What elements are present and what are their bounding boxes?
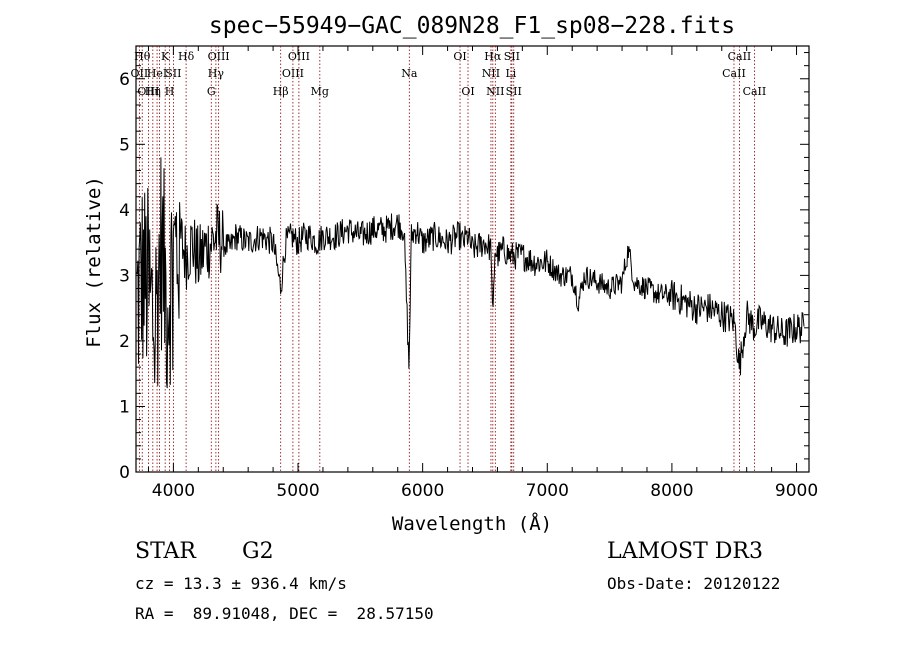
emission-line-label: SII [504, 50, 520, 63]
emission-line-label: CaII [743, 85, 767, 98]
emission-line-label: Hβ [273, 85, 289, 98]
emission-line-label: Hα [484, 50, 502, 63]
emission-line-markers [138, 46, 755, 472]
emission-line-label: Mg [311, 85, 329, 98]
redshift-velocity: cz = 13.3 ± 936.4 km/s [135, 574, 347, 593]
emission-line-label: Hγ [208, 67, 225, 80]
emission-line-label: OI [461, 85, 474, 98]
emission-line-label: Hθ [134, 50, 151, 63]
emission-line-label: HeI [147, 67, 167, 80]
y-tick-label: 5 [119, 135, 130, 155]
emission-line-label: G [207, 85, 216, 98]
emission-line-label: OIII [208, 50, 230, 63]
x-tick-label: 5000 [276, 481, 319, 501]
y-tick-label: 6 [119, 70, 130, 90]
object-subclass: G2 [242, 539, 274, 564]
y-tick-label: 0 [119, 463, 130, 483]
y-tick-label: 3 [119, 266, 130, 286]
emission-line-label: CaII [728, 50, 752, 63]
coordinates: RA = 89.91048, DEC = 28.57150 [135, 604, 434, 623]
x-tick-label: 6000 [401, 481, 444, 501]
y-axis-label: Flux (relative) [83, 176, 105, 348]
survey-name: LAMOST DR3 [607, 539, 763, 564]
emission-line-label: OIII [288, 50, 310, 63]
emission-line-label: SII [165, 67, 181, 80]
emission-line-label: SII [506, 85, 522, 98]
x-axis: 4000 5000 6000 7000 8000 9000 [147, 46, 818, 501]
emission-line-label: H [165, 85, 175, 98]
emission-line-label: CaII [722, 67, 746, 80]
emission-line-label: OII [131, 67, 149, 80]
x-axis-label: Wavelength (Å) [392, 512, 552, 535]
emission-line-label: NII [486, 85, 504, 98]
x-tick-label: 7000 [526, 481, 569, 501]
emission-line-label: Li [505, 67, 516, 80]
emission-line-label: Hδ [178, 50, 195, 63]
emission-line-label: Hη [145, 85, 161, 98]
emission-line-labels: OIIHθOIIIHηHeIKHSIIHδGHγOIIIHβOIIIOIIIMg… [131, 50, 767, 98]
emission-line-label: NII [482, 67, 500, 80]
emission-line-label: Na [401, 67, 418, 80]
x-tick-label: 9000 [775, 481, 818, 501]
emission-line-label: OIII [282, 67, 304, 80]
spectrum-line [136, 157, 805, 389]
observation-date: Obs-Date: 20120122 [607, 574, 781, 593]
emission-line-label: K [161, 50, 170, 63]
y-tick-label: 2 [119, 332, 130, 352]
y-tick-label: 4 [119, 201, 130, 221]
object-class: STAR [135, 539, 196, 564]
x-tick-label: 4000 [152, 481, 195, 501]
plot-frame [135, 45, 810, 473]
emission-line-label: OI [453, 50, 466, 63]
spectrum-series [136, 157, 805, 389]
chart-title: spec−55949−GAC_089N28_F1_sp08−228.fits [209, 13, 735, 39]
emission-line-label: OIII [137, 85, 159, 98]
y-tick-label: 1 [119, 397, 130, 417]
y-axis: 0 1 2 3 4 5 6 [119, 52, 809, 483]
x-tick-label: 8000 [650, 481, 693, 501]
